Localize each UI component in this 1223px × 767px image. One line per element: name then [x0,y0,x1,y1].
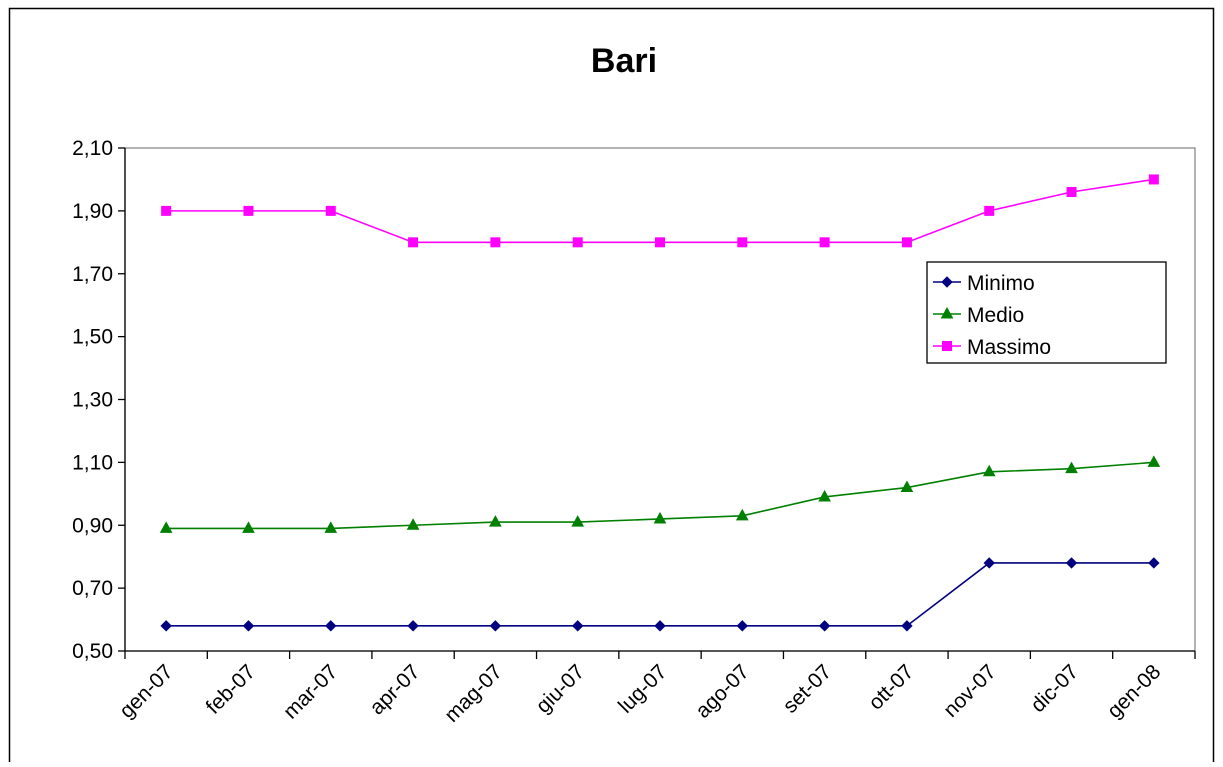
data-point-minimo [407,620,419,632]
data-point-minimo [242,620,255,632]
legend-box [926,261,1167,364]
y-tick-label: 0,90 [72,514,113,537]
data-point-massimo [490,237,501,248]
data-point-minimo [901,620,913,632]
data-point-medio [489,515,502,527]
y-tick-label: 1,70 [72,263,113,286]
y-tick-label: 2,10 [72,137,113,160]
chart-frame [8,7,1215,767]
data-point-medio [324,521,338,533]
y-tick-label: 1,50 [72,326,113,349]
data-point-massimo [1066,187,1077,198]
data-point-massimo [243,205,254,216]
data-point-medio [159,521,173,533]
data-point-medio [982,464,996,477]
chart-title: Bari [591,42,657,80]
data-point-massimo [819,237,830,248]
data-point-massimo [325,205,336,216]
data-point-massimo [1148,174,1159,185]
data-point-minimo [1065,557,1078,569]
data-point-medio [242,521,255,533]
data-point-minimo [983,557,995,569]
data-point-medio [900,480,914,493]
legend-label-minimo: Minimo [967,272,1035,295]
legend-label-massimo: Massimo [967,336,1051,359]
data-point-minimo [160,620,172,632]
y-tick-label: 1,90 [72,200,113,223]
data-point-minimo [489,620,502,632]
legend-label-medio: Medio [967,304,1024,327]
legend-marker-minimo [941,276,953,288]
data-point-medio [1147,455,1161,467]
legend: Minimo Medio Massimo [926,261,1167,364]
legend-marker-medio [940,306,954,319]
data-point-medio [653,511,667,524]
data-point-minimo [1148,557,1160,569]
data-point-massimo [161,205,172,216]
data-point-massimo [572,237,583,248]
data-point-medio [406,518,420,530]
data-point-medio [818,489,831,502]
data-point-massimo [655,237,665,248]
data-point-massimo [408,237,419,248]
data-point-massimo [984,205,995,216]
data-point-medio [571,515,585,527]
data-point-minimo [571,620,584,632]
y-tick-label: 0,70 [72,577,113,600]
y-tick-label: 1,30 [72,389,113,412]
data-point-minimo [654,620,666,632]
data-point-minimo [325,620,337,632]
legend-marker-massimo [942,341,952,351]
y-tick-label: 1,10 [72,451,113,474]
data-point-minimo [818,620,831,632]
y-tick-label: 0,50 [72,640,113,663]
data-point-massimo [737,237,748,248]
data-point-medio [1065,461,1078,474]
data-point-medio [735,508,749,521]
data-point-massimo [901,237,912,248]
data-point-minimo [736,620,749,632]
